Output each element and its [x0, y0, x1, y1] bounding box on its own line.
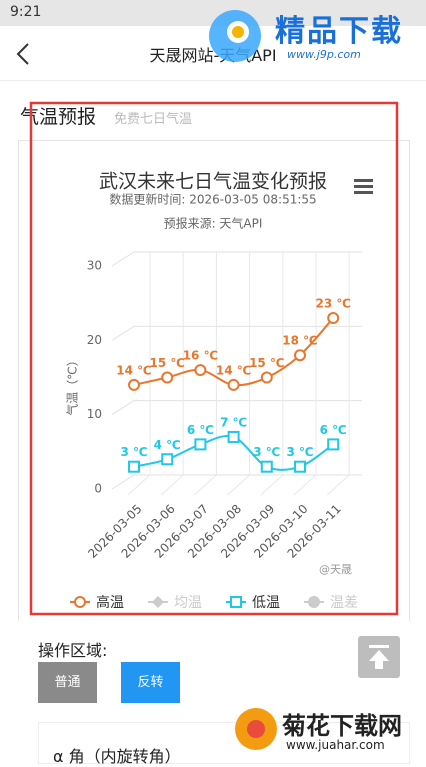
legend-label: 高温 — [96, 594, 124, 611]
menu-button[interactable] — [354, 179, 373, 194]
data-point — [194, 438, 207, 451]
data-point — [227, 430, 240, 443]
item-label: α 角（内旋转角） — [53, 747, 181, 766]
section-subtitle: 免费七日气温 — [114, 112, 193, 127]
legend-label: 温差 — [330, 595, 358, 611]
grid-line — [194, 474, 217, 496]
chart-source: 预报来源: 天气API — [164, 216, 263, 231]
grid-line — [160, 474, 184, 496]
back-button[interactable] — [14, 42, 34, 66]
grid-line — [326, 474, 350, 496]
time: 9:21 — [10, 4, 42, 20]
card — [18, 140, 410, 621]
data-label: 3 ℃ — [286, 445, 313, 459]
y-tick-label: 20 — [87, 333, 102, 347]
data-label: 14 ℃ — [116, 363, 151, 377]
data-point — [128, 378, 140, 391]
y-tick-label: 10 — [87, 407, 102, 421]
grid-line — [127, 474, 151, 496]
data-point — [161, 371, 174, 384]
data-label: 6 ℃ — [187, 423, 214, 437]
legend-symbol — [308, 596, 320, 608]
data-label: 16 ℃ — [183, 349, 218, 363]
watermark: 菊花下载网 www.juahar.com — [232, 700, 426, 757]
watermark-brand: 菊花下载网 — [282, 712, 402, 740]
logo — [209, 10, 261, 62]
grid-line — [260, 474, 284, 496]
legend-item[interactable]: 低温 — [226, 595, 280, 611]
status-bar: 9:21 — [0, 0, 426, 26]
data-label: 15 ℃ — [249, 356, 284, 370]
data-label: 3 ℃ — [253, 445, 280, 459]
data-label: 6 ℃ — [320, 423, 347, 437]
data-label: 23 ℃ — [315, 297, 350, 311]
highlight-box — [29, 101, 399, 616]
data-label: 14 ℃ — [216, 363, 251, 377]
controls-label: 操作区域: — [38, 641, 108, 660]
data-point — [327, 312, 340, 325]
legend-label: 低温 — [252, 595, 280, 611]
logo — [235, 708, 277, 750]
data-point — [194, 364, 207, 377]
data-point — [294, 349, 306, 362]
data-point — [260, 371, 273, 384]
button[interactable]: 普通 — [38, 662, 97, 703]
watermark-url: www.j9p.com — [287, 48, 361, 61]
data-label: 7 ℃ — [220, 415, 247, 429]
data-label: 4 ℃ — [154, 438, 181, 452]
grid-line — [111, 474, 362, 490]
y-axis-label: 气温（℃） — [65, 354, 80, 415]
y-tick-label: 30 — [87, 259, 102, 273]
watermark-brand: 精品下载 — [275, 14, 403, 49]
legend-item[interactable]: 温差 — [304, 595, 358, 611]
data-point — [327, 438, 340, 451]
grid-line — [111, 251, 362, 267]
grid-line — [111, 400, 362, 416]
chart-title: 武汉未来七日气温变化预报 — [99, 171, 327, 193]
legend-item[interactable]: 高温 — [70, 594, 124, 611]
credits: @天晟 — [319, 563, 352, 576]
legend-label: 均温 — [174, 595, 202, 611]
icon — [369, 645, 389, 669]
legend-item[interactable]: 均温 — [148, 595, 202, 611]
grid-line — [227, 474, 250, 496]
data-label: 18 ℃ — [282, 334, 317, 348]
scroll-top-button[interactable] — [358, 636, 400, 678]
legend-symbol — [152, 596, 164, 608]
data-label: 15 ℃ — [149, 356, 184, 370]
legend-symbol — [230, 596, 242, 608]
data-point — [294, 460, 306, 473]
data-point — [227, 378, 240, 391]
data-point — [161, 453, 174, 466]
data-point — [260, 460, 273, 473]
grid-line — [111, 325, 362, 341]
chart-subtitle: 数据更新时间: 2026-03-05 08:51:55 — [109, 192, 316, 207]
button[interactable]: 反转 — [121, 662, 180, 703]
grid-line — [293, 474, 317, 496]
watermark-url: www.juahar.com — [286, 738, 385, 752]
data-point — [128, 460, 140, 473]
section-title: 气温预报 — [20, 106, 97, 128]
y-tick-label: 0 — [94, 482, 102, 496]
watermark: 精品下载 www.j9p.com — [205, 2, 425, 74]
chart: 武汉未来七日气温变化预报 数据更新时间: 2026-03-05 08:51:55… — [29, 101, 399, 616]
data-label: 3 ℃ — [120, 445, 147, 459]
legend-symbol — [74, 596, 86, 608]
